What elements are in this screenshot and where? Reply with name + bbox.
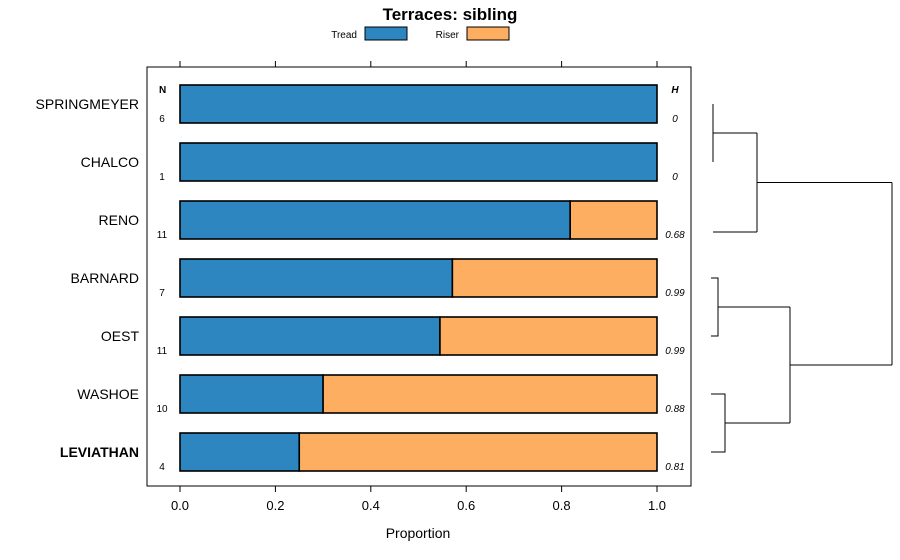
- bar-segment-tread: [179, 142, 658, 182]
- legend-label-riser: Riser: [436, 30, 460, 41]
- n-value: 10: [156, 404, 168, 415]
- legend-swatch-riser: [466, 26, 510, 41]
- category-label: WASHOE: [77, 386, 139, 402]
- n-value: 1: [159, 172, 165, 183]
- category-label: RENO: [99, 212, 140, 228]
- n-header: N: [159, 85, 166, 96]
- bar-segment-tread: [179, 258, 454, 298]
- n-value: 7: [159, 288, 165, 299]
- bar-segment-tread: [179, 84, 658, 124]
- bar-row: BARNARD 7 0.99: [71, 258, 685, 299]
- dendrogram-branch: [711, 277, 719, 337]
- bar-row: LEVIATHAN 4 0.81: [60, 432, 685, 473]
- plot-panel: [146, 66, 692, 487]
- h-value: 0.99: [665, 288, 685, 299]
- bar-row: RENO 11 0.68: [99, 200, 685, 241]
- bar-segment-tread: [179, 432, 301, 472]
- bar-segment-riser: [451, 258, 658, 298]
- x-tick-label: 0.0: [171, 498, 189, 513]
- bar-segment-riser: [439, 316, 658, 356]
- category-label: BARNARD: [71, 270, 139, 286]
- bar-segment-tread: [179, 374, 324, 414]
- dendrogram-branch: [711, 393, 726, 453]
- x-tick-label: 1.0: [648, 498, 666, 513]
- n-value: 11: [157, 230, 168, 241]
- category-label: CHALCO: [81, 154, 139, 170]
- x-tick-label: 0.4: [362, 498, 380, 513]
- bar-segment-riser: [569, 200, 658, 240]
- bar-segment-tread: [179, 200, 571, 240]
- bar-row: OEST 11 0.99: [101, 316, 685, 357]
- n-value: 6: [159, 114, 165, 125]
- bar-row: WASHOE 10 0.88: [77, 374, 685, 415]
- h-value: 0.88: [665, 404, 685, 415]
- h-value: 0.99: [665, 346, 685, 357]
- bar-segment-tread: [179, 316, 441, 356]
- chart-title: Terraces: sibling: [383, 5, 518, 24]
- h-value: 0.68: [665, 230, 685, 241]
- h-value: 0.81: [665, 462, 684, 473]
- n-value: 11: [157, 346, 168, 357]
- category-label: SPRINGMEYER: [36, 96, 139, 112]
- bar-row: SPRINGMEYER 6 0: [36, 84, 678, 125]
- category-label: OEST: [101, 328, 140, 344]
- legend-label-tread: Tread: [331, 30, 357, 41]
- legend-swatch-tread: [364, 26, 408, 41]
- h-header: H: [671, 85, 679, 96]
- x-tick-label: 0.8: [553, 498, 571, 513]
- x-tick-label: 0.6: [457, 498, 475, 513]
- h-value: 0: [672, 114, 678, 125]
- bar-segment-riser: [298, 432, 658, 472]
- x-axis-top: [179, 61, 658, 67]
- h-value: 0: [672, 172, 678, 183]
- x-axis-bottom: 0.0 0.2 0.4 0.6 0.8 1.0: [171, 486, 666, 513]
- x-tick-label: 0.2: [266, 498, 284, 513]
- legend: Tread Riser: [331, 26, 510, 41]
- n-value: 4: [159, 462, 165, 473]
- bar-row: CHALCO 1 0: [81, 142, 678, 183]
- category-label: LEVIATHAN: [60, 444, 139, 460]
- dendrogram: [711, 104, 893, 453]
- bar-segment-riser: [322, 374, 658, 414]
- x-axis-title: Proportion: [386, 525, 451, 541]
